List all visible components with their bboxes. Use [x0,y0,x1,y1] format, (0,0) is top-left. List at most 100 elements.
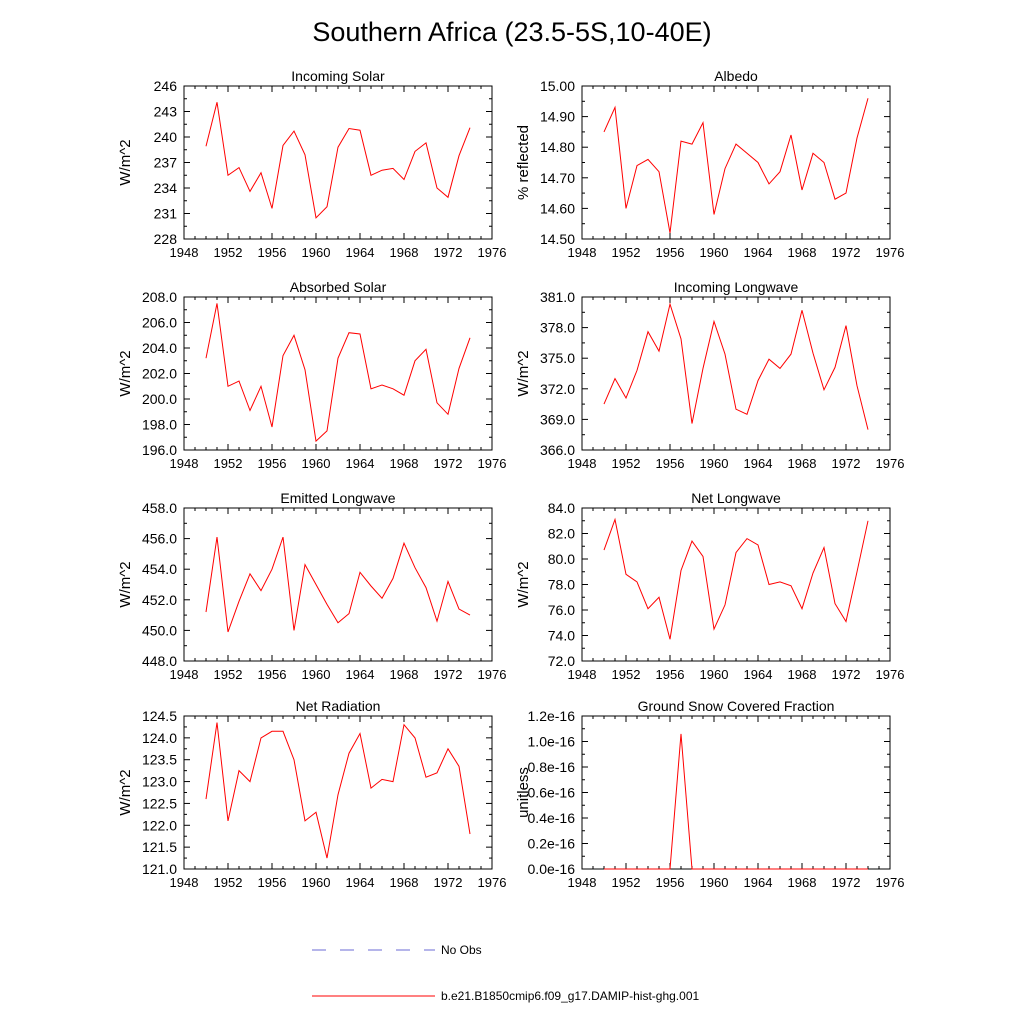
y-tick-label: 448.0 [142,653,177,669]
plot-frame [581,507,891,662]
x-tick-label: 1952 [214,245,243,260]
legend: No Obs b.e21.B1850cmip6.f09_g17.DAMIP-hi… [312,943,699,1003]
y-tick-label: 124.0 [142,730,177,746]
x-tick-label: 1976 [876,456,905,471]
y-axis-label: W/m^2 [117,561,134,607]
x-tick-label: 1976 [478,245,507,260]
x-tick-label: 1956 [258,667,287,682]
y-tick-label: 231 [154,206,178,222]
x-tick-label: 1960 [700,667,729,682]
y-axis-label: W/m^2 [117,769,134,815]
plot-frame [581,296,891,451]
y-tick-label: 14.80 [540,139,575,155]
series-line [604,733,868,870]
y-tick-label: 78.0 [548,577,575,593]
x-tick-label: 1952 [612,875,641,890]
y-tick-label: 0.8e-16 [528,759,576,775]
x-tick-label: 1960 [302,245,331,260]
x-tick-label: 1964 [346,667,375,682]
chart-panel: Net Radiation W/m^2 1948 1952 1956 1960 1964 19… [117,698,506,890]
y-tick-label: 458.0 [142,500,177,516]
y-tick-label: 123.5 [142,752,177,768]
chart-panel: Albedo % reflected 1948 1952 1956 1960 1964 196… [515,68,904,260]
x-tick-label: 1968 [788,245,817,260]
chart-panel: Emitted Longwave W/m^2 1948 1952 1956 1960 196… [117,490,506,682]
x-tick-label: 1972 [832,456,861,471]
y-axis-label: W/m^2 [515,350,532,396]
x-tick-label: 1972 [832,245,861,260]
x-tick-label: 1948 [568,456,597,471]
x-tick-label: 1956 [258,875,287,890]
y-tick-label: 208.0 [142,289,177,305]
x-tick-label: 1952 [214,667,243,682]
series-line [603,302,869,430]
x-tick-label: 1976 [876,667,905,682]
panel-title: Incoming Longwave [674,279,799,295]
y-tick-label: 375.0 [540,350,575,366]
x-tick-label: 1960 [302,875,331,890]
y-tick-label: 14.70 [540,170,575,186]
x-tick-label: 1976 [876,875,905,890]
x-tick-label: 1948 [568,245,597,260]
y-tick-label: 237 [154,155,178,171]
y-tick-label: 200.0 [142,391,177,407]
y-tick-label: 366.0 [540,442,575,458]
legend-label-no-obs: No Obs [441,943,482,957]
y-tick-label: 452.0 [142,592,177,608]
y-axis-label: unitless [515,767,532,818]
x-tick-label: 1972 [434,245,463,260]
y-tick-label: 369.0 [540,411,575,427]
y-tick-label: 0.6e-16 [528,785,576,801]
x-tick-label: 1960 [302,667,331,682]
y-tick-label: 381.0 [540,289,575,305]
x-tick-label: 1964 [744,456,773,471]
x-tick-label: 1952 [612,456,641,471]
y-axis-label: % reflected [515,125,532,200]
x-tick-label: 1952 [612,667,641,682]
panel-title: Incoming Solar [291,68,385,84]
panel-title: Net Longwave [691,490,781,506]
y-tick-label: 74.0 [548,628,575,644]
plot-frame [183,85,493,240]
series-line [205,303,471,443]
x-tick-label: 1948 [170,456,199,471]
y-tick-label: 456.0 [142,531,177,547]
x-tick-label: 1960 [700,456,729,471]
y-tick-label: 0.4e-16 [528,810,576,826]
y-tick-label: 204.0 [142,340,177,356]
x-tick-label: 1964 [744,245,773,260]
x-tick-label: 1968 [390,875,419,890]
x-tick-label: 1956 [656,456,685,471]
x-tick-label: 1948 [170,875,199,890]
x-tick-label: 1952 [214,875,243,890]
x-tick-label: 1972 [434,667,463,682]
x-tick-label: 1976 [478,875,507,890]
series-line [205,536,471,633]
y-axis-label: W/m^2 [117,139,134,185]
x-tick-label: 1968 [788,456,817,471]
x-tick-label: 1968 [390,245,419,260]
x-tick-label: 1956 [656,667,685,682]
y-tick-label: 0.2e-16 [528,836,576,852]
x-tick-label: 1948 [568,875,597,890]
y-tick-label: 206.0 [142,315,177,331]
x-tick-label: 1948 [170,667,199,682]
y-tick-label: 1.0e-16 [528,734,576,750]
panel-title: Net Radiation [296,698,381,714]
chart-panel: Net Longwave W/m^2 1948 1952 1956 1960 1964 196… [515,490,904,682]
y-tick-label: 121.5 [142,839,177,855]
y-tick-label: 243 [154,104,178,120]
x-tick-label: 1968 [390,667,419,682]
panel-title: Ground Snow Covered Fraction [638,698,835,714]
y-tick-label: 14.50 [540,231,575,247]
x-tick-label: 1972 [434,875,463,890]
panel-title: Absorbed Solar [290,279,387,295]
y-tick-label: 0.0e-16 [528,861,576,877]
y-tick-label: 14.60 [540,200,575,216]
x-tick-label: 1972 [832,667,861,682]
y-tick-label: 202.0 [142,366,177,382]
y-tick-label: 1.2e-16 [528,708,576,724]
plot-frame [581,715,891,870]
y-tick-label: 124.5 [142,708,177,724]
y-tick-label: 240 [154,129,178,145]
